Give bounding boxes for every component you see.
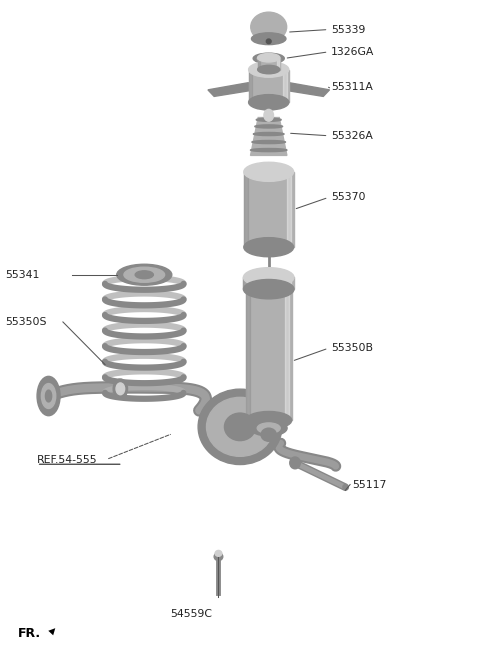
Bar <box>285 289 289 420</box>
Text: 55326A: 55326A <box>331 131 373 141</box>
Ellipse shape <box>251 420 287 436</box>
Ellipse shape <box>249 62 289 78</box>
Text: 55311A: 55311A <box>331 82 373 92</box>
Ellipse shape <box>253 53 284 64</box>
Ellipse shape <box>243 267 294 287</box>
Ellipse shape <box>252 33 286 45</box>
Text: FR.: FR. <box>17 627 41 640</box>
Ellipse shape <box>215 551 222 556</box>
Text: REF.54-555: REF.54-555 <box>36 455 97 464</box>
Ellipse shape <box>262 56 276 60</box>
Bar <box>249 70 252 102</box>
Text: 54559C: 54559C <box>170 608 213 619</box>
Ellipse shape <box>124 267 165 283</box>
Ellipse shape <box>290 457 300 469</box>
Ellipse shape <box>257 423 280 434</box>
Bar <box>249 70 289 102</box>
Bar <box>244 172 248 247</box>
Polygon shape <box>208 83 249 97</box>
Ellipse shape <box>257 55 280 62</box>
Bar <box>287 172 291 247</box>
Polygon shape <box>251 118 287 156</box>
Ellipse shape <box>243 279 294 299</box>
Ellipse shape <box>256 118 281 122</box>
Text: 1326GA: 1326GA <box>331 47 374 57</box>
Text: 55117: 55117 <box>352 480 387 489</box>
Ellipse shape <box>244 238 294 257</box>
Text: 55350B: 55350B <box>331 343 373 353</box>
Bar <box>246 289 250 420</box>
FancyArrowPatch shape <box>48 628 55 636</box>
Text: 55341: 55341 <box>5 270 40 280</box>
Ellipse shape <box>206 397 274 457</box>
Ellipse shape <box>261 428 276 442</box>
Ellipse shape <box>225 413 255 441</box>
Ellipse shape <box>113 379 128 399</box>
Ellipse shape <box>266 39 271 43</box>
Bar <box>246 289 292 420</box>
Ellipse shape <box>246 411 292 429</box>
Text: 55370: 55370 <box>331 193 365 202</box>
Bar <box>283 70 287 102</box>
Ellipse shape <box>244 162 294 181</box>
Ellipse shape <box>258 65 280 74</box>
Ellipse shape <box>252 141 286 144</box>
Ellipse shape <box>41 384 56 409</box>
Ellipse shape <box>198 389 282 464</box>
Ellipse shape <box>135 271 154 279</box>
Bar <box>258 58 280 70</box>
Ellipse shape <box>255 125 283 128</box>
Ellipse shape <box>46 390 52 402</box>
Ellipse shape <box>214 553 223 560</box>
Ellipse shape <box>251 12 287 41</box>
Ellipse shape <box>251 148 287 152</box>
Ellipse shape <box>117 264 172 285</box>
Bar <box>243 277 294 289</box>
Ellipse shape <box>262 56 276 60</box>
Ellipse shape <box>258 53 280 62</box>
Ellipse shape <box>253 133 284 135</box>
Text: 55339: 55339 <box>331 24 365 35</box>
Ellipse shape <box>116 383 125 395</box>
Bar <box>287 277 291 289</box>
Bar <box>276 58 279 70</box>
Ellipse shape <box>246 281 292 298</box>
Bar <box>244 172 294 247</box>
Bar <box>243 277 248 289</box>
Ellipse shape <box>343 484 348 489</box>
Text: 55350S: 55350S <box>5 317 47 327</box>
Polygon shape <box>289 83 329 97</box>
Ellipse shape <box>249 95 289 110</box>
Ellipse shape <box>264 110 274 121</box>
Ellipse shape <box>37 376 60 416</box>
Bar <box>258 58 260 70</box>
